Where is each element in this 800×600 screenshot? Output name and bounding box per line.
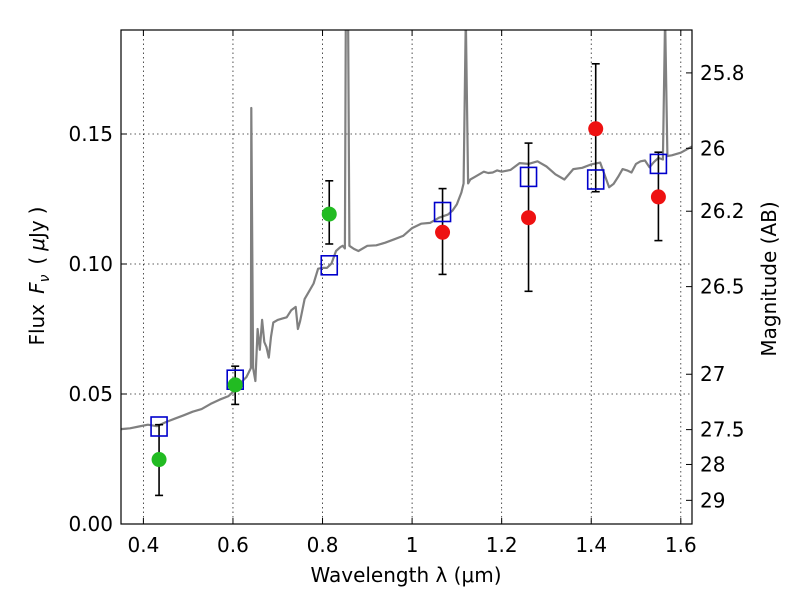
red-data-point — [650, 189, 666, 205]
right-tick-label: 26.2 — [700, 199, 745, 223]
x-tick-label: 1.4 — [575, 533, 607, 557]
y-axis-title: Flux Fν ( μJy) — [25, 206, 53, 345]
y-title-symbol: F — [25, 282, 49, 294]
right-tick-label: 26.5 — [700, 275, 745, 299]
model-box — [586, 169, 605, 190]
x-tick-label: 0.6 — [217, 533, 249, 557]
model-box — [320, 255, 339, 276]
red-data-point — [435, 224, 451, 240]
right-tick-label: 27 — [700, 362, 725, 386]
y-tick-label: 0.10 — [68, 252, 113, 276]
y-title-flux: Flux — [25, 304, 49, 346]
model-box — [150, 416, 168, 437]
points-layer — [150, 62, 668, 497]
y-tick-label: 0.05 — [68, 382, 113, 406]
axis-ticks: 0.4 0.6 0.8 1 1.2 1.4 1.6 0.00 0.05 0.10 0.15 25.8 2… — [68, 30, 745, 557]
x-tick-label: 1.2 — [486, 533, 518, 557]
green-data-point — [151, 452, 167, 468]
x-axis-title: Wavelength λ (μm) — [310, 563, 501, 587]
model-box — [649, 153, 668, 175]
x-tick-label: 1.6 — [665, 533, 697, 557]
right-tick-label: 25.8 — [700, 61, 745, 85]
spectrum-layer — [121, 30, 692, 431]
grid — [121, 30, 692, 525]
right-axis-title: Magnitude (AB) — [757, 201, 781, 356]
green-data-point — [227, 377, 243, 393]
right-tick-label: 27.5 — [700, 418, 745, 442]
y-title-open-paren: ( — [25, 257, 49, 265]
red-data-point — [588, 121, 604, 137]
right-tick-label: 26 — [700, 136, 725, 160]
y-title-close-paren: ) — [25, 206, 49, 214]
model-box — [433, 201, 452, 223]
right-tick-label: 29 — [700, 488, 725, 512]
y-tick-label: 0.15 — [68, 122, 113, 146]
red-data-point — [521, 210, 537, 226]
model-box — [519, 166, 538, 188]
x-tick-label: 0.4 — [127, 533, 159, 557]
plot-frame — [120, 29, 693, 525]
right-tick-label: 28 — [700, 452, 725, 476]
x-tick-label: 0.8 — [307, 533, 339, 557]
green-data-point — [321, 206, 337, 222]
y-title-mu: μ — [25, 238, 49, 252]
x-tick-label: 1 — [406, 533, 419, 557]
y-title-subscript: ν — [37, 274, 53, 282]
y-title-unit: Jy — [25, 220, 49, 240]
y-tick-label: 0.00 — [68, 512, 113, 536]
spectrum-line — [121, 30, 692, 431]
